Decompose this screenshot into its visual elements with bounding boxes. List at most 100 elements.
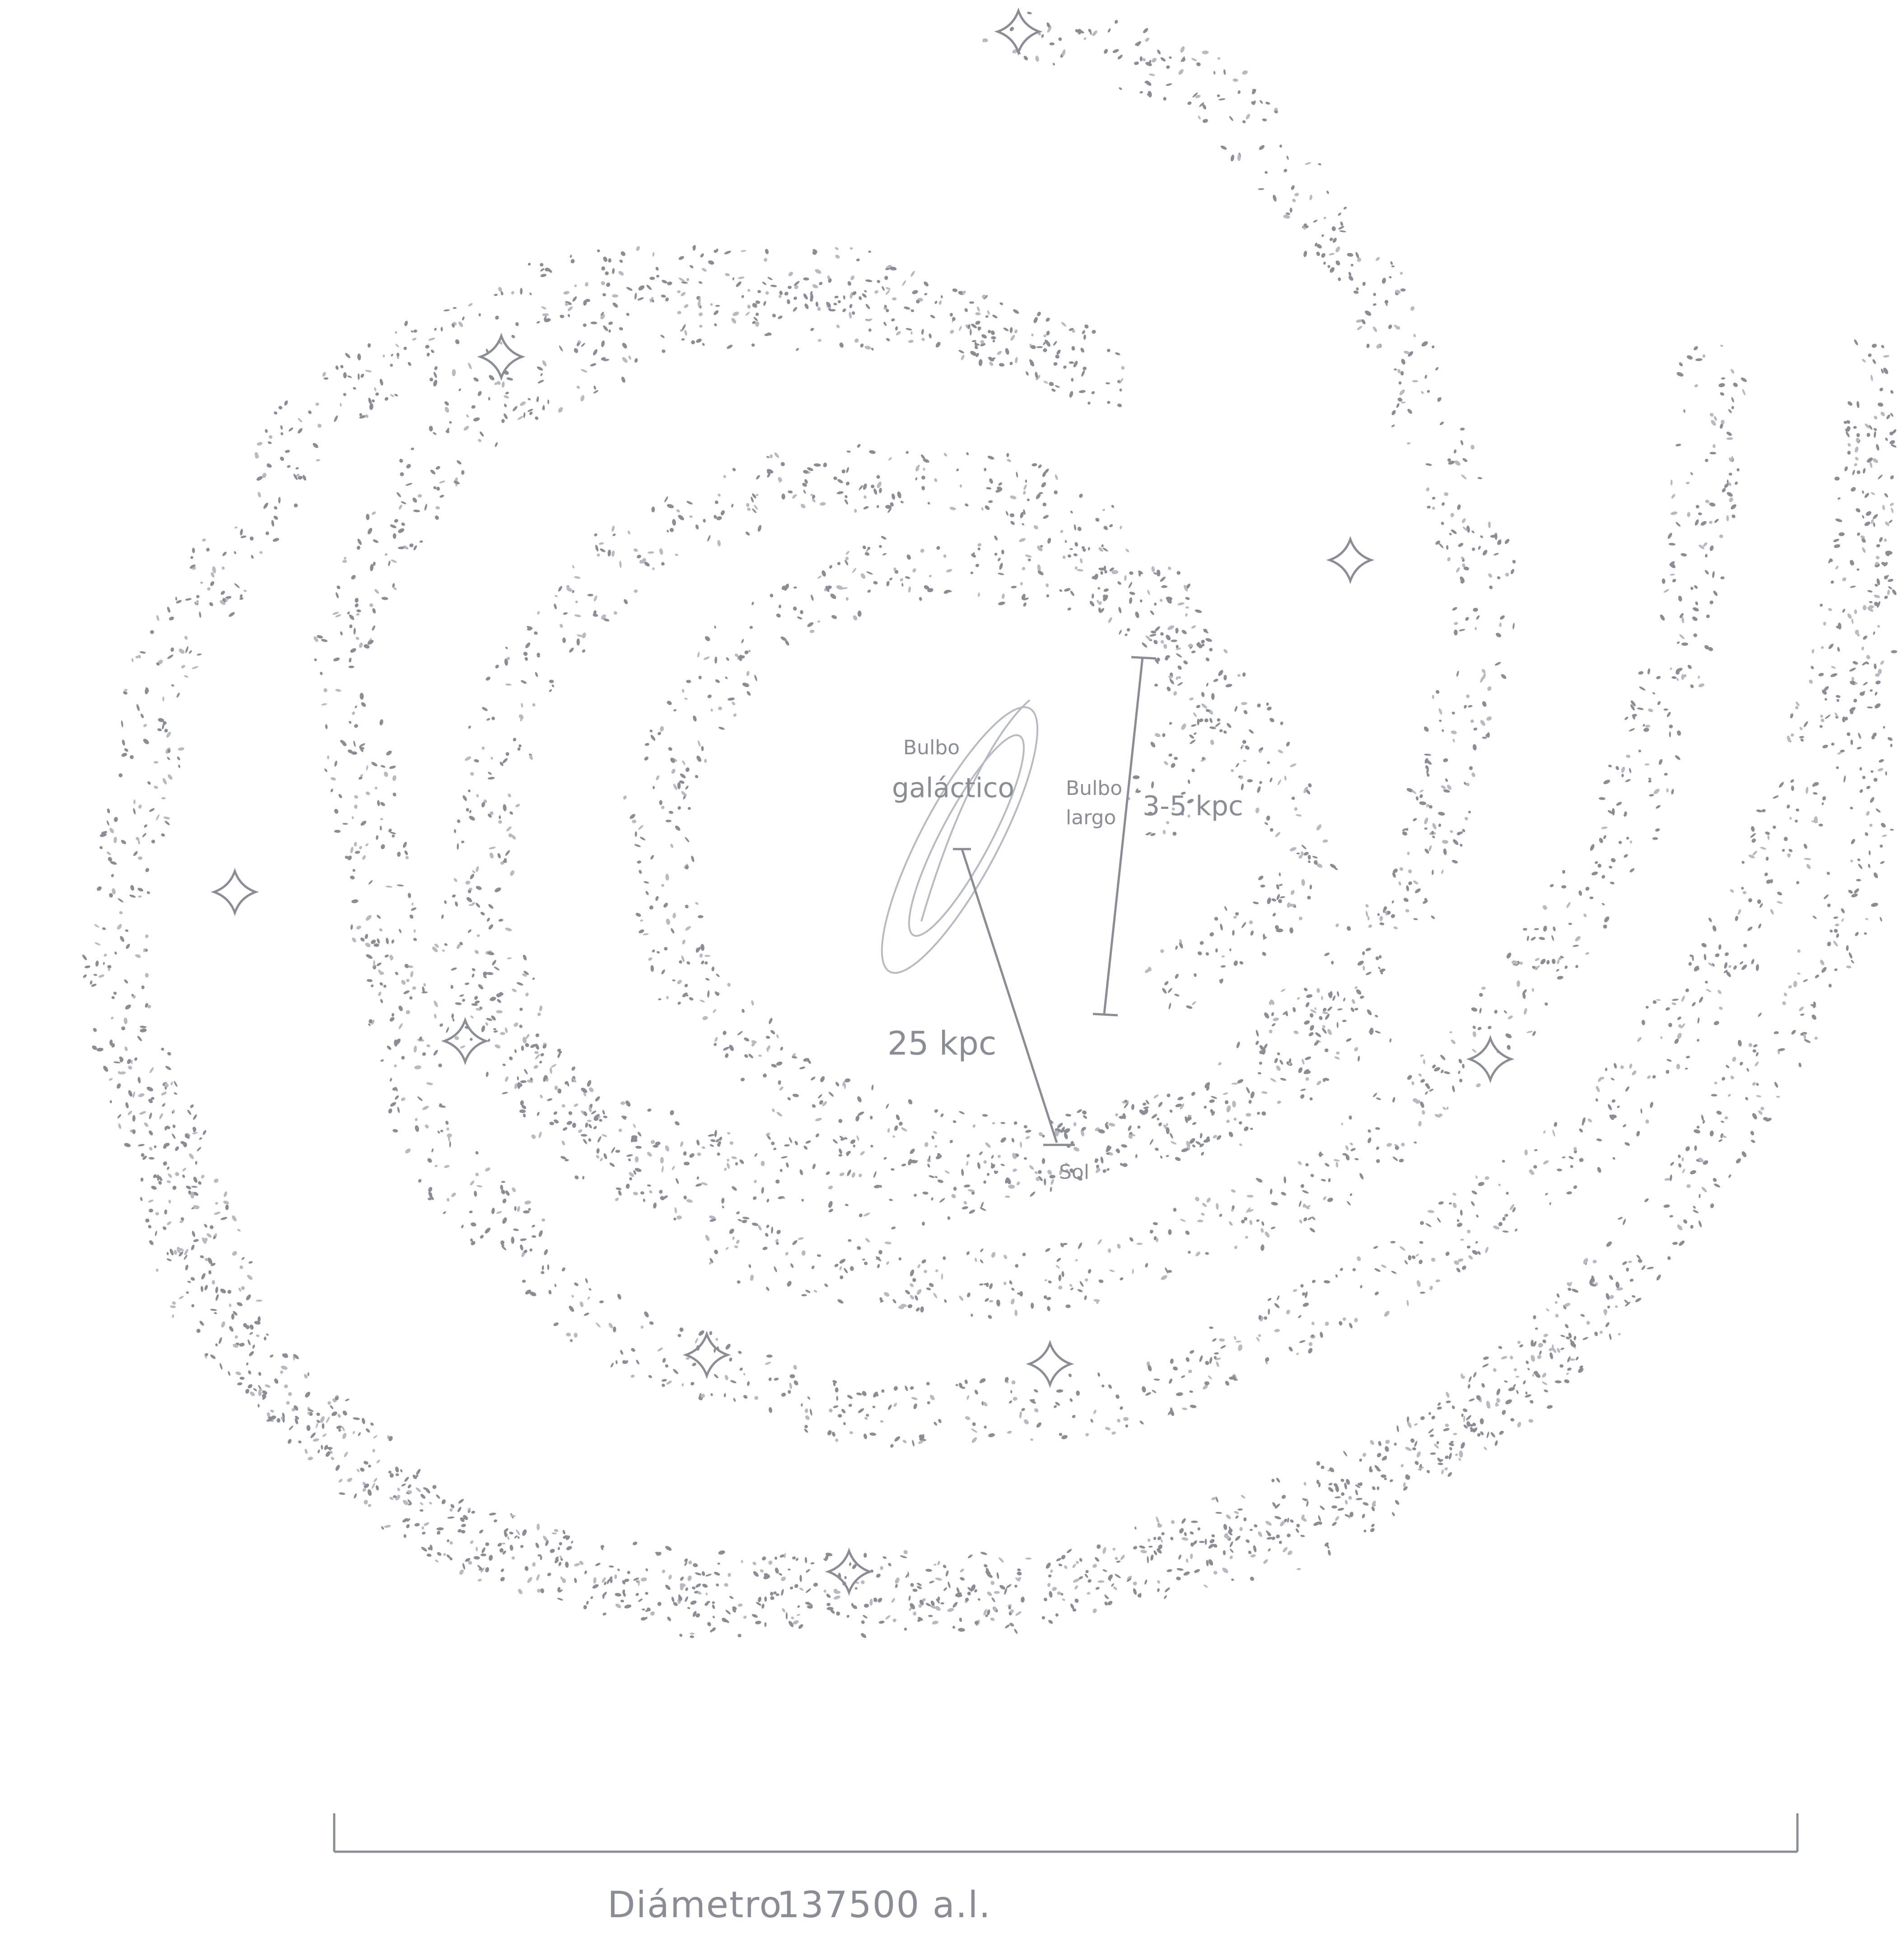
star-dot [1371,1523,1375,1527]
star-dot [1217,57,1221,60]
star-dot [481,746,485,750]
star-dot [844,1576,847,1579]
star-dot [359,746,364,752]
star-dot [458,321,463,327]
star-dot [1191,768,1195,772]
star-dot [406,979,410,982]
star-dot [553,1111,557,1115]
star-dot [471,973,475,978]
star-dot [1114,20,1118,24]
star-dot [1888,586,1892,589]
star-dot [1475,1175,1478,1179]
star-dot [229,1326,233,1332]
star-dot [338,794,342,798]
star-dot [585,282,588,287]
star-dot [365,370,372,373]
star-dot [770,285,777,287]
star-dot [371,761,378,766]
star-dot [1462,829,1465,832]
star-dot [1841,918,1844,922]
star-dot [955,1384,958,1387]
star-dot [660,335,665,338]
star-dot [1748,898,1752,902]
star-dot [491,1208,495,1214]
star-dot [805,1415,810,1420]
star-dot [1188,1251,1191,1254]
star-dot [876,1573,881,1578]
star-dot [1873,631,1876,635]
star-dot [888,1405,892,1410]
star-dot [1251,101,1255,105]
star-dot [1019,1411,1022,1419]
star-dot [525,642,531,649]
star-dot [1451,1039,1456,1044]
star-dot [517,747,521,751]
star-dot [1334,1056,1340,1060]
star-dot [1741,887,1744,890]
star-dot [1065,1304,1071,1308]
star-dot [1845,431,1850,438]
star-dot [168,1200,171,1204]
star-dot [1208,1544,1214,1549]
star-dot [574,1332,578,1338]
star-dot [412,337,417,341]
star-dot [910,1269,915,1276]
star-dot [1258,875,1264,880]
star-dot [1320,1505,1325,1510]
star-dot [1886,414,1890,420]
star-dot [1891,508,1894,514]
star-dot [1758,923,1761,929]
star-dot [428,1187,433,1192]
star-dot [1301,851,1304,856]
star-dot [538,1131,542,1138]
star-dot [1455,1453,1458,1457]
star-dot [401,501,406,504]
star-dot [809,630,815,633]
star-dot [1859,789,1863,793]
star-dot [1259,145,1265,150]
star-dot [1630,704,1635,711]
star-dot [1435,367,1439,371]
star-dot [1103,565,1106,571]
star-dot [1800,1013,1805,1016]
star-dot [179,1296,184,1299]
star-dot [136,704,140,711]
star-dot [446,1127,449,1131]
star-dot [359,776,363,780]
star-dot [562,1127,568,1131]
star-dot [607,549,611,557]
star-dot [1105,1427,1111,1430]
star-dot [1389,1038,1392,1043]
star-dot [698,281,703,284]
star-dot [190,1191,195,1199]
star-dot [1167,686,1171,691]
star-dot [1872,733,1877,738]
star-dot [988,330,991,333]
star-dot [1234,1336,1237,1340]
star-dot [1049,382,1054,386]
star-dot [325,724,328,729]
star-dot [1782,849,1785,852]
star-dot [1143,1102,1147,1106]
star-dot [858,1111,864,1116]
star-dot [951,1194,956,1199]
star-dot [143,724,147,727]
star-dot [727,1132,731,1135]
star-dot [593,1126,597,1130]
star-dot [609,1576,612,1582]
star-dot [1323,261,1326,265]
star-dot [265,429,268,433]
star-dot [1061,1271,1064,1277]
star-dot [1191,724,1197,727]
star-dot [1178,69,1184,75]
star-dot [626,287,633,291]
star-dot [1879,537,1883,542]
star-dot [387,1046,392,1050]
star-dot [1036,1422,1041,1428]
star-dot [603,257,607,262]
star-dot [1442,840,1449,844]
star-dot [1246,1207,1251,1213]
star-dot [527,262,531,266]
star-dot [1049,1175,1055,1179]
star-dot [372,399,375,402]
